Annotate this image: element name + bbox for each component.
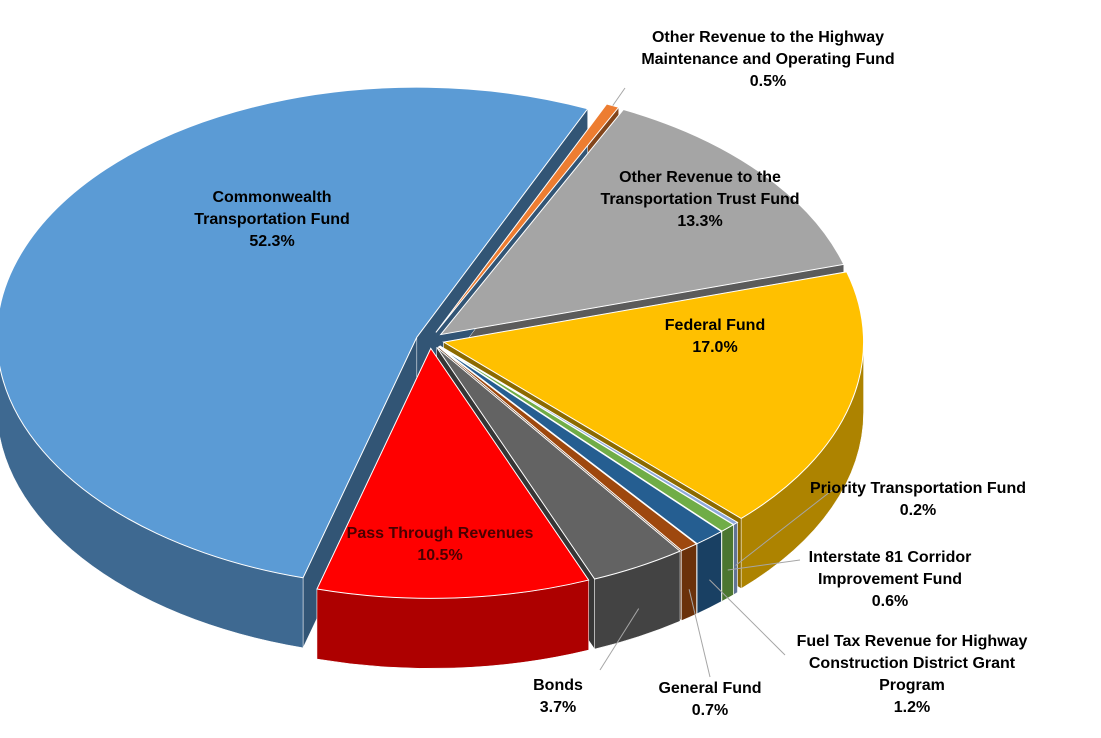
data-label: Fuel Tax Revenue for Highway Constructio… — [787, 631, 1037, 719]
value-label: 3.7% — [539, 699, 577, 716]
slice-side — [696, 531, 722, 615]
category-label: Fuel Tax Revenue for Highway Constructio… — [796, 633, 1028, 694]
data-label: Pass Through Revenues 10.5% — [320, 523, 560, 567]
category-label: General Fund — [658, 680, 762, 697]
slice — [438, 346, 723, 545]
leader-line — [709, 579, 786, 656]
value-label: 1.2% — [893, 699, 931, 716]
leader-line — [727, 559, 801, 571]
slice — [316, 347, 590, 599]
leader-line — [599, 608, 640, 671]
leader-line — [612, 87, 626, 106]
slice — [0, 86, 589, 579]
category-label: Interstate 81 Corridor Improvement Fund — [808, 549, 972, 588]
slice — [442, 271, 865, 520]
category-label: Other Revenue to the Transportation Trus… — [600, 169, 800, 208]
slice — [439, 108, 845, 336]
slice-side — [733, 521, 738, 596]
data-label: Other Revenue to the Transportation Trus… — [595, 167, 805, 233]
category-label: Other Revenue to the Highway Maintenance… — [641, 29, 895, 68]
data-label: Commonwealth Transportation Fund 52.3% — [167, 187, 377, 253]
slice-side — [721, 524, 734, 602]
value-label: 0.7% — [691, 702, 729, 719]
category-label: Commonwealth Transportation Fund — [194, 189, 350, 228]
leader-line — [735, 487, 836, 566]
slice — [436, 346, 681, 580]
data-label: Priority Transportation Fund 0.2% — [803, 478, 1033, 522]
value-label: 52.3% — [249, 233, 295, 250]
value-label: 0.6% — [871, 593, 909, 610]
data-label: Federal Fund 17.0% — [635, 315, 795, 359]
value-label: 13.3% — [677, 213, 723, 230]
category-label: Federal Fund — [664, 317, 766, 334]
category-label: Pass Through Revenues — [346, 525, 534, 542]
leader-line — [688, 589, 711, 678]
value-label: 17.0% — [692, 339, 738, 356]
slice — [439, 345, 735, 532]
category-label: Bonds — [533, 677, 583, 694]
data-label: Interstate 81 Corridor Improvement Fund 0… — [780, 547, 1000, 613]
slice — [438, 346, 698, 552]
category-label: Priority Transportation Fund — [809, 480, 1026, 497]
value-label: 0.2% — [899, 502, 937, 519]
data-label: Other Revenue to the Highway Maintenance… — [633, 27, 903, 93]
data-label: Bonds 3.7% — [518, 675, 598, 719]
value-label: 10.5% — [417, 547, 463, 564]
value-label: 0.5% — [749, 73, 787, 90]
data-label: General Fund 0.7% — [635, 678, 785, 722]
slice-tops — [0, 86, 865, 599]
